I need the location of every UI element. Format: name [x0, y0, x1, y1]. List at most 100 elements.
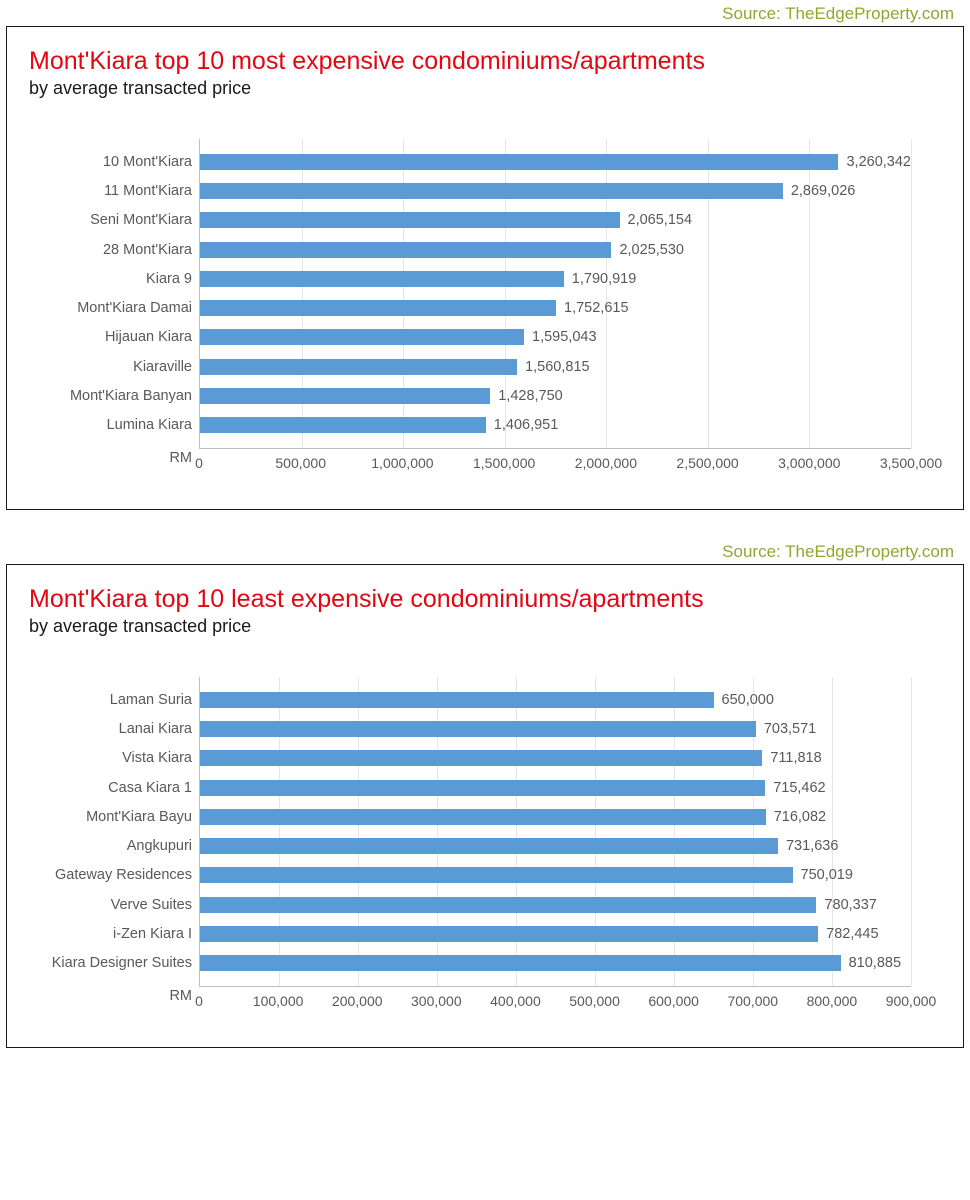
bar-label: i-Zen Kiara I	[34, 926, 200, 942]
bar-label: Verve Suites	[34, 897, 200, 913]
bar	[200, 867, 793, 883]
bar-value: 780,337	[816, 897, 876, 913]
bar-value: 3,260,342	[838, 154, 911, 170]
bar	[200, 417, 486, 433]
bar-value: 810,885	[841, 955, 901, 971]
bar-label: 10 Mont'Kiara	[34, 154, 200, 170]
bar	[200, 183, 783, 199]
bar-row: Mont'Kiara Bayu716,082	[200, 802, 911, 831]
bar-label: Casa Kiara 1	[34, 780, 200, 796]
gridline	[911, 139, 912, 448]
bar-row: Mont'Kiara Banyan1,428,750	[200, 381, 911, 410]
bar	[200, 359, 517, 375]
xaxis-tick: 500,000	[275, 455, 326, 471]
bar	[200, 926, 818, 942]
bar	[200, 388, 490, 404]
bar-label: Mont'Kiara Banyan	[34, 388, 200, 404]
bar-value: 703,571	[756, 721, 816, 737]
bar-row: 28 Mont'Kiara2,025,530	[200, 235, 911, 264]
bar-row: Kiaraville1,560,815	[200, 352, 911, 381]
bar-value: 1,406,951	[486, 417, 559, 433]
source-label-top: Source: TheEdgeProperty.com	[6, 0, 964, 26]
chart2-xaxis: 0100,000200,000300,000400,000500,000600,…	[199, 987, 911, 1011]
bar-value: 716,082	[766, 809, 826, 825]
bar-label: Lumina Kiara	[34, 417, 200, 433]
xaxis-tick: 3,000,000	[778, 455, 840, 471]
xaxis-tick: 600,000	[648, 993, 699, 1009]
bar-row: Angkupuri731,636	[200, 831, 911, 860]
bar	[200, 329, 524, 345]
bar-row: Lumina Kiara1,406,951	[200, 411, 911, 440]
xaxis-tick: 0	[195, 993, 203, 1009]
bar-value: 2,869,026	[783, 183, 856, 199]
bar-value: 1,752,615	[556, 300, 629, 316]
chart2-title: Mont'Kiara top 10 least expensive condom…	[29, 585, 941, 614]
xaxis-tick: 1,500,000	[473, 455, 535, 471]
xaxis-tick: 2,000,000	[575, 455, 637, 471]
bar-value: 650,000	[714, 692, 774, 708]
bar-row: Verve Suites780,337	[200, 890, 911, 919]
bar-label: Kiara 9	[34, 271, 200, 287]
source-label-bottom: Source: TheEdgeProperty.com	[6, 538, 964, 564]
bar-row: Lanai Kiara703,571	[200, 714, 911, 743]
bar	[200, 955, 841, 971]
bar-row: 10 Mont'Kiara3,260,342	[200, 147, 911, 176]
bar-value: 1,560,815	[517, 359, 590, 375]
bar-row: Gateway Residences750,019	[200, 861, 911, 890]
chart2: Laman Suria650,000Lanai Kiara703,571Vist…	[29, 677, 941, 1011]
bar-label: Mont'Kiara Bayu	[34, 809, 200, 825]
bar-label: Gateway Residences	[34, 867, 200, 883]
bar-label: Vista Kiara	[34, 750, 200, 766]
bar-value: 1,428,750	[490, 388, 563, 404]
bar-value: 782,445	[818, 926, 878, 942]
bar-label: Laman Suria	[34, 692, 200, 708]
xaxis-tick: 800,000	[807, 993, 858, 1009]
xaxis-tick: 3,500,000	[880, 455, 942, 471]
bar	[200, 780, 765, 796]
xaxis-tick: 100,000	[253, 993, 304, 1009]
chart1-xaxis: 0500,0001,000,0001,500,0002,000,0002,500…	[199, 449, 911, 473]
bar	[200, 750, 762, 766]
bar-value: 750,019	[793, 867, 853, 883]
chart2-unit-label: RM	[34, 986, 200, 1004]
bar-row: 11 Mont'Kiara2,869,026	[200, 176, 911, 205]
xaxis-tick: 900,000	[886, 993, 937, 1009]
bar-row: Hijauan Kiara1,595,043	[200, 323, 911, 352]
bar	[200, 809, 766, 825]
bar	[200, 154, 838, 170]
bar-row: Seni Mont'Kiara2,065,154	[200, 206, 911, 235]
bar-label: Seni Mont'Kiara	[34, 212, 200, 228]
xaxis-tick: 500,000	[569, 993, 620, 1009]
chart2-bars: Laman Suria650,000Lanai Kiara703,571Vist…	[200, 677, 911, 986]
bar	[200, 721, 756, 737]
bar-row: Mont'Kiara Damai1,752,615	[200, 293, 911, 322]
bar-value: 1,595,043	[524, 329, 597, 345]
bar	[200, 271, 564, 287]
chart1: 10 Mont'Kiara3,260,34211 Mont'Kiara2,869…	[29, 139, 941, 473]
xaxis-tick: 400,000	[490, 993, 541, 1009]
chart1-panel: Mont'Kiara top 10 most expensive condomi…	[6, 26, 964, 510]
xaxis-tick: 300,000	[411, 993, 462, 1009]
bar-label: Angkupuri	[34, 838, 200, 854]
bar-value: 1,790,919	[564, 271, 637, 287]
bar	[200, 897, 816, 913]
bar	[200, 242, 611, 258]
chart1-subtitle: by average transacted price	[29, 78, 941, 99]
bar-value: 711,818	[762, 750, 821, 766]
chart2-plot: Laman Suria650,000Lanai Kiara703,571Vist…	[199, 677, 911, 987]
chart2-subtitle: by average transacted price	[29, 616, 941, 637]
bar-row: Laman Suria650,000	[200, 685, 911, 714]
bar-row: Casa Kiara 1715,462	[200, 773, 911, 802]
chart1-title: Mont'Kiara top 10 most expensive condomi…	[29, 47, 941, 76]
chart1-plot: 10 Mont'Kiara3,260,34211 Mont'Kiara2,869…	[199, 139, 911, 449]
bottom-panel-wrap: Source: TheEdgeProperty.com Mont'Kiara t…	[0, 538, 970, 1048]
bar-value: 731,636	[778, 838, 838, 854]
bar-row: Vista Kiara711,818	[200, 744, 911, 773]
bar	[200, 692, 714, 708]
bar-value: 715,462	[765, 780, 825, 796]
gridline	[911, 677, 912, 986]
bar-label: Kiara Designer Suites	[34, 955, 200, 971]
xaxis-tick: 700,000	[727, 993, 778, 1009]
bar-row: Kiara 91,790,919	[200, 264, 911, 293]
chart1-bars: 10 Mont'Kiara3,260,34211 Mont'Kiara2,869…	[200, 139, 911, 448]
